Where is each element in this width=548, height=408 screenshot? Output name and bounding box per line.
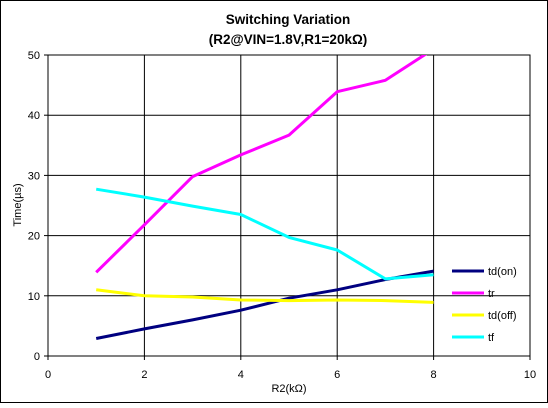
chart-subtitle: (R2@VIN=1.8V,R1=20kΩ)	[209, 32, 368, 47]
legend-label-td-on: td(on)	[488, 266, 517, 278]
x-tick-label: 0	[45, 369, 51, 381]
legend-label-td-off: td(off)	[488, 310, 517, 322]
series-group	[95, 55, 434, 340]
legend: td(on) tr td(off) tf	[452, 266, 517, 344]
series-line-td-on	[95, 269, 434, 340]
x-tick-label: 2	[141, 369, 147, 381]
y-tick-label: 20	[28, 231, 40, 243]
series-line-tr	[95, 55, 428, 274]
legend-label-tf: tf	[488, 332, 495, 344]
y-tick-label: 10	[28, 291, 40, 303]
x-tick-label: 6	[334, 369, 340, 381]
legend-label-tr: tr	[488, 288, 495, 300]
y-tick-label: 40	[28, 110, 40, 122]
x-axis-label: R2(kΩ)	[271, 383, 306, 395]
x-tick-label: 10	[524, 369, 536, 381]
x-tick-label: 8	[431, 369, 437, 381]
y-tick-label: 50	[28, 50, 40, 62]
tick-labels: 0 2 4 6 8 10 0 10 20 30 40 50	[28, 50, 536, 381]
plot-area	[47, 54, 531, 357]
series-line-td-off	[96, 288, 434, 304]
y-tick-label: 0	[34, 351, 40, 363]
plot-background	[47, 54, 531, 357]
y-axis-label: Time(µs)	[12, 183, 24, 226]
series-line-tf	[95, 187, 434, 281]
y-tick-label: 30	[28, 170, 40, 182]
chart-title: Switching Variation	[226, 12, 351, 27]
x-tick-label: 4	[238, 369, 244, 381]
